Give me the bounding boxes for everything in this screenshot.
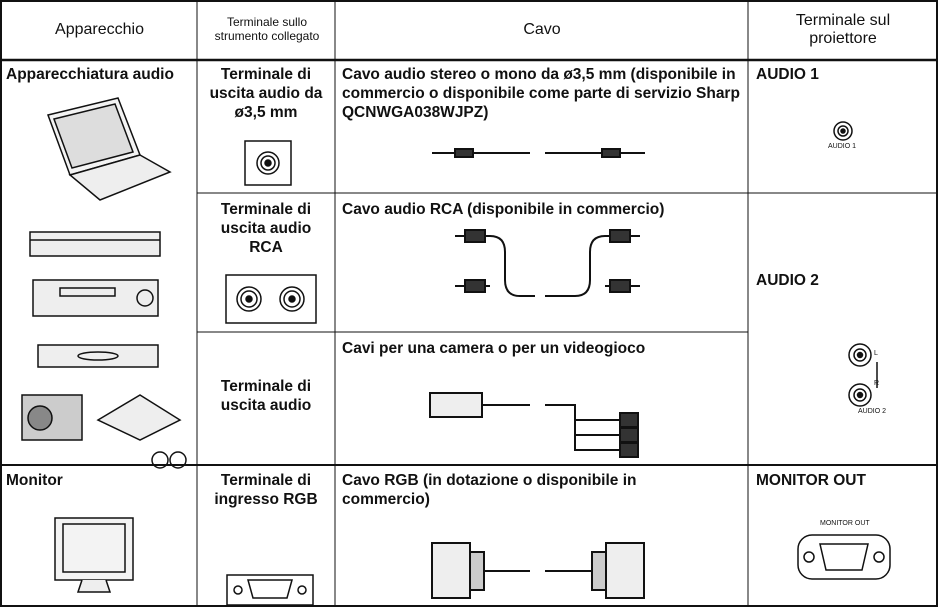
jack-label: AUDIO 2: [858, 408, 887, 415]
terminal: Terminale di uscita audio: [220, 378, 312, 414]
jack-label: MONITOR OUT: [820, 520, 870, 527]
cable: Cavo RGB (in dotazione o disponibile in …: [342, 472, 637, 508]
terminal: Terminale di uscita audio da ø3,5 mm: [209, 66, 323, 121]
header-cell: Terminale sul proiettore: [795, 11, 891, 47]
jack-label: R: [874, 380, 880, 387]
cable: Cavi per una camera o per un videogioco: [342, 340, 646, 357]
device: Apparecchiatura audio: [6, 66, 174, 83]
terminal-icons: [225, 140, 317, 606]
av-devices-icon: [21, 231, 187, 469]
jack-label: L: [874, 350, 878, 357]
header-cell: Terminale sullo strumento collegato: [214, 15, 320, 43]
projector-terminal: AUDIO 1: [756, 66, 819, 83]
terminal: Terminale di uscita audio RCA: [220, 201, 312, 256]
terminal: Terminale di ingresso RGB: [214, 472, 318, 508]
cable: Cavo audio stereo o mono da ø3,5 mm (dis…: [342, 66, 740, 121]
projector-terminal: MONITOR OUT: [756, 472, 866, 489]
header-cell: Cavo: [523, 20, 561, 38]
device: Monitor: [6, 472, 63, 489]
cable: Cavo audio RCA (disponibile in commercio…: [342, 201, 665, 218]
monitor-icon: [54, 517, 134, 593]
laptop-icon: [47, 97, 172, 201]
cable-icons: [429, 148, 645, 599]
projector-terminal: AUDIO 2: [756, 272, 819, 289]
jack-label: AUDIO 1: [828, 143, 857, 150]
header-cell: Apparecchio: [55, 20, 144, 38]
projector-jacks: [797, 121, 891, 580]
